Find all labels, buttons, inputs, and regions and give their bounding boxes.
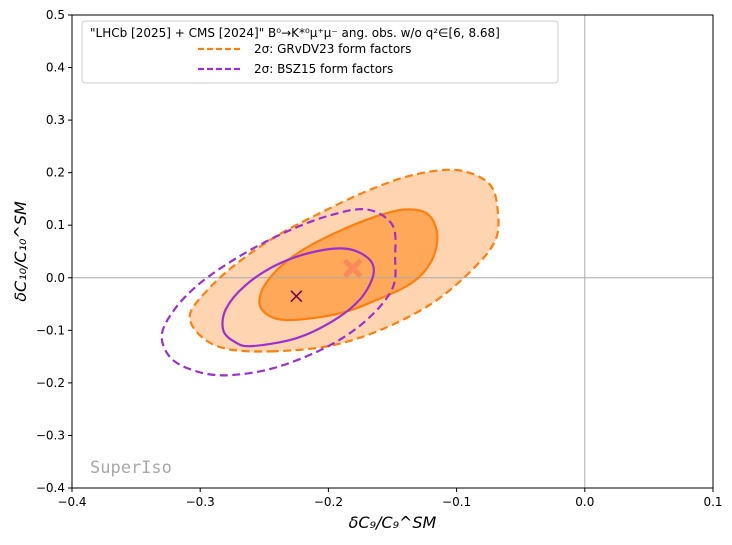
x-tick-label: 0.0 <box>575 495 594 509</box>
y-tick-label: 0.4 <box>46 61 65 75</box>
y-tick-label: 0.2 <box>46 166 65 180</box>
y-tick-label: 0.5 <box>46 8 65 22</box>
best-fit-markers <box>290 258 363 302</box>
superiso-watermark: SuperIso <box>90 458 172 478</box>
x-axis-label: δC₉/C₉^SM <box>349 513 437 532</box>
legend-title: "LHCb [2025] + CMS [2024]" B⁰→K*⁰μ⁺μ⁻ an… <box>90 26 500 40</box>
grvdv23-1sigma-contour <box>258 208 439 322</box>
x-tick-label: −0.1 <box>442 495 471 509</box>
y-tick-label: 0.1 <box>46 218 65 232</box>
best-fit-bsz15 <box>290 290 303 302</box>
y-tick-label: −0.3 <box>36 428 65 442</box>
legend-label-grvdv23: 2σ: GRvDV23 form factors <box>254 42 411 56</box>
bsz15-1sigma-contour <box>221 247 376 348</box>
bsz15-2sigma-contour <box>160 208 397 377</box>
axis-ticks: −0.4 −0.3 −0.2 −0.1 0.0 0.1 −0.4 −0.3 −0.2 −0.1 0.… <box>36 8 723 509</box>
x-tick-label: −0.2 <box>314 495 343 509</box>
legend-label-bsz15: 2σ: BSZ15 form factors <box>254 62 393 76</box>
best-fit-grvdv23 <box>342 258 363 279</box>
reference-lines <box>72 15 713 488</box>
x-tick-label: 0.1 <box>703 495 722 509</box>
legend: "LHCb [2025] + CMS [2024]" B⁰→K*⁰μ⁺μ⁻ an… <box>81 20 559 84</box>
y-tick-label: 0.3 <box>46 113 65 127</box>
y-axis-label: δC₁₀/C₁₀^SM <box>11 201 30 302</box>
y-tick-label: 0.0 <box>46 271 65 285</box>
legend-box <box>81 20 559 84</box>
x-tick-label: −0.3 <box>186 495 215 509</box>
y-tick-label: −0.1 <box>36 323 65 337</box>
y-tick-label: −0.4 <box>36 481 65 495</box>
x-tick-label: −0.4 <box>57 495 86 509</box>
y-tick-label: −0.2 <box>36 376 65 390</box>
plot-frame <box>71 14 714 489</box>
contour-outlines <box>160 168 500 377</box>
grvdv23-2sigma-contour <box>188 168 500 353</box>
contour-fills <box>189 169 499 352</box>
